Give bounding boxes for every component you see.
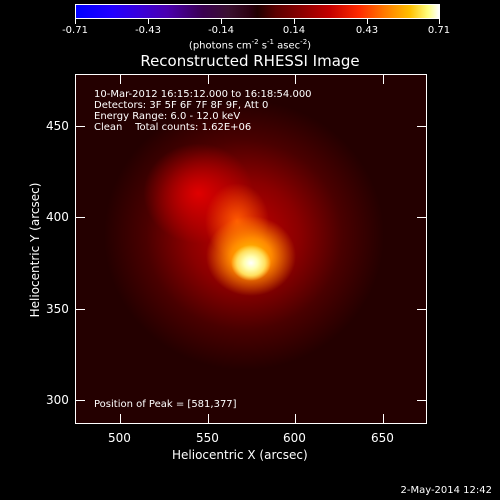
- y-tick: [76, 126, 85, 127]
- x-tick-top: [383, 75, 384, 84]
- colorbar-tick-label: 0.14: [282, 25, 306, 36]
- y-tick: [76, 309, 85, 310]
- colorbar-tick-label: 0.43: [355, 25, 379, 36]
- colorbar-tick: [294, 19, 295, 24]
- y-tick-label: 300: [46, 393, 69, 407]
- annotation-time-range: 10-Mar-2012 16:15:12.000 to 16:18:54.000: [94, 89, 312, 100]
- y-tick: [76, 400, 85, 401]
- annotation-peak-position: Position of Peak = [581,377]: [94, 399, 237, 410]
- colorbar-tick: [367, 19, 368, 24]
- colorbar-tick-label: -0.71: [62, 25, 88, 36]
- annotation-detectors: Detectors: 3F 5F 6F 7F 8F 9F, Att 0: [94, 100, 269, 111]
- annotation-energy-range: Energy Range: 6.0 - 12.0 keV: [94, 111, 241, 122]
- y-tick-label: 350: [46, 302, 69, 316]
- x-tick: [383, 414, 384, 423]
- x-tick-label: 600: [283, 431, 306, 445]
- y-tick-right: [417, 217, 426, 218]
- x-tick-label: 500: [108, 431, 131, 445]
- colorbar-tick: [75, 19, 76, 24]
- x-tick: [208, 414, 209, 423]
- y-tick-right: [417, 309, 426, 310]
- image-title: Reconstructed RHESSI Image: [140, 52, 360, 70]
- x-tick-top: [120, 75, 121, 84]
- colorbar-tick-label: -0.14: [208, 25, 234, 36]
- colorbar-tick: [221, 19, 222, 24]
- colorbar-tick: [148, 19, 149, 24]
- rhessi-image-plot: 10-Mar-2012 16:15:12.000 to 16:18:54.000…: [75, 74, 427, 424]
- colorbar-tick-label: -0.43: [135, 25, 161, 36]
- colorbar-tick: [439, 19, 440, 24]
- colorbar-units: (photons cm-2 s-1 asec-2): [188, 38, 312, 52]
- footer-date: 2-May-2014 12:42: [400, 485, 492, 496]
- x-axis-title: Heliocentric X (arcsec): [172, 448, 308, 462]
- x-tick-label: 650: [371, 431, 394, 445]
- x-tick-top: [295, 75, 296, 84]
- x-tick: [295, 414, 296, 423]
- y-tick-right: [417, 126, 426, 127]
- colorbar-tick-label: 0.71: [427, 25, 451, 36]
- annotation-clean-counts: Clean Total counts: 1.62E+06: [94, 122, 252, 133]
- x-tick-label: 550: [196, 431, 219, 445]
- y-tick-label: 400: [46, 210, 69, 224]
- y-tick-label: 450: [46, 119, 69, 133]
- y-axis-title: Heliocentric Y (arcsec): [28, 182, 42, 318]
- colorbar: [75, 4, 440, 19]
- x-tick: [120, 414, 121, 423]
- y-tick-right: [417, 400, 426, 401]
- y-tick: [76, 217, 85, 218]
- x-tick-top: [208, 75, 209, 84]
